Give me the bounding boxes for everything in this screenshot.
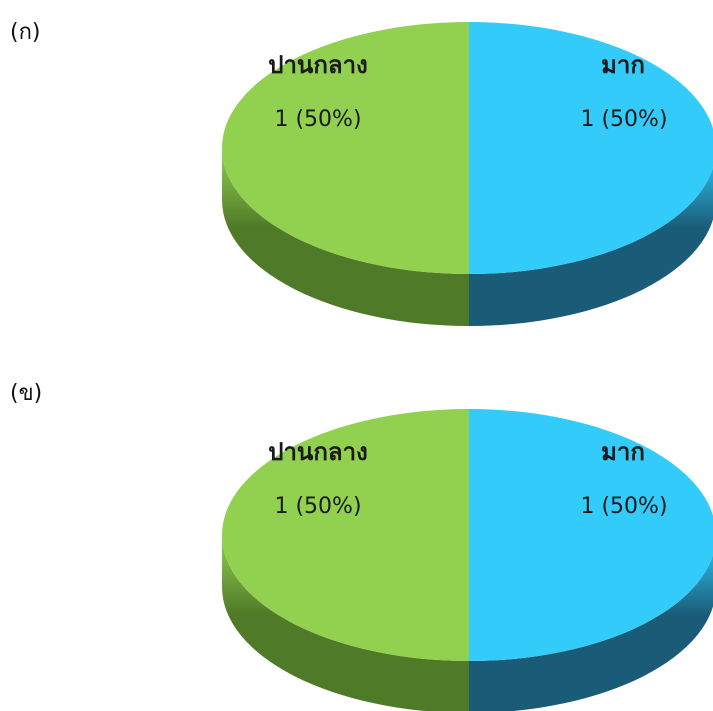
- panel-label-b: (ข): [10, 381, 43, 406]
- pie-slice-1: [222, 22, 469, 274]
- panel-label-a: (ก): [10, 20, 41, 45]
- slice-value-pan-klang: 1 (50%): [274, 107, 361, 132]
- pie-slice-1: [222, 409, 469, 661]
- pie-slice-0: [469, 22, 713, 274]
- slice-value-mak: 1 (50%): [580, 107, 667, 132]
- pie-panel-a: (ก) มาก 1 (50%) ปานกลาง 1 (50%): [0, 0, 713, 345]
- pie-side-1: [222, 148, 469, 326]
- slice-label-mak: มาก: [601, 51, 645, 79]
- pie-side-0: [469, 167, 713, 326]
- pie-slice-0: [469, 409, 713, 661]
- pie-side-0: [469, 554, 713, 711]
- pie-chart-b: มาก 1 (50%) ปานกลาง 1 (50%): [222, 409, 713, 711]
- slice-value-pan-klang: 1 (50%): [274, 494, 361, 519]
- slice-label-mak: มาก: [601, 438, 645, 466]
- pie-panel-b: (ข) มาก 1 (50%) ปานกลาง 1 (50%): [0, 345, 713, 711]
- pie-chart-a: มาก 1 (50%) ปานกลาง 1 (50%): [222, 22, 713, 326]
- pie-side-1: [222, 535, 469, 711]
- slice-value-mak: 1 (50%): [580, 494, 667, 519]
- slice-label-pan-klang: ปานกลาง: [268, 438, 368, 466]
- slice-label-pan-klang: ปานกลาง: [268, 51, 368, 79]
